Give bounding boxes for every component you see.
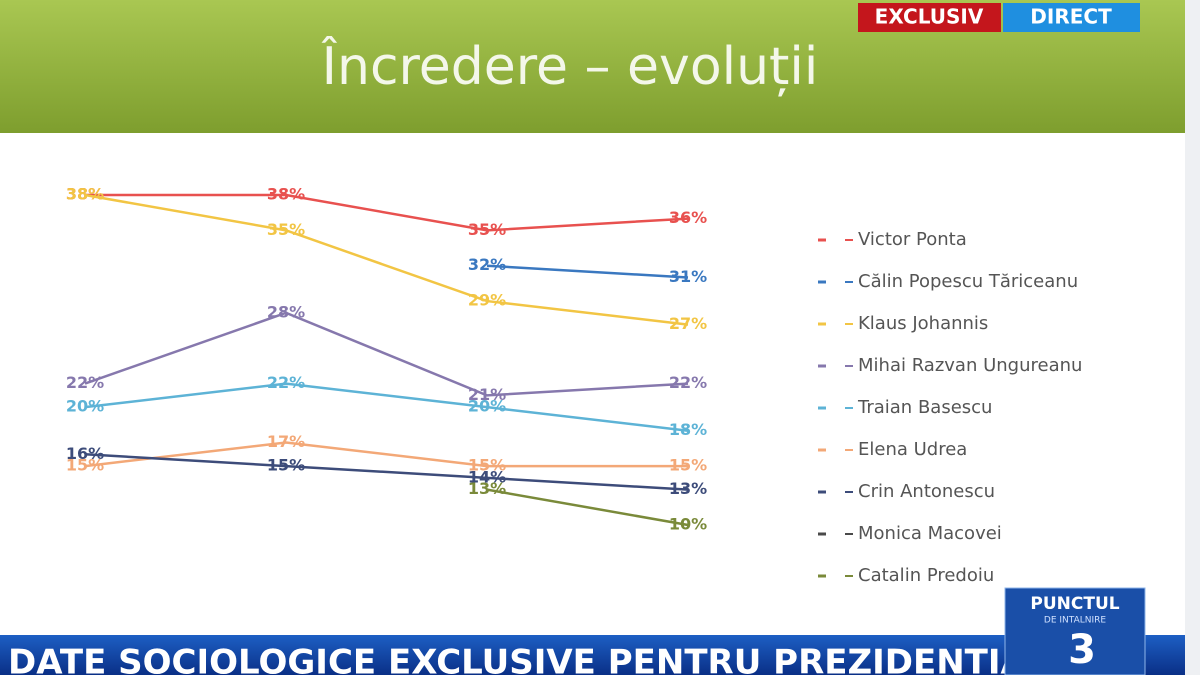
series-line — [84, 382, 689, 432]
series-line — [85, 193, 689, 232]
logo-box — [1004, 587, 1146, 675]
chart-title: Încredere – evoluții — [321, 36, 819, 97]
value-label: 15% — [669, 456, 707, 475]
series-line — [84, 441, 688, 468]
value-label: 29% — [468, 291, 506, 310]
value-label: 27% — [669, 314, 707, 333]
value-label: 38% — [66, 185, 104, 204]
value-label: 14% — [468, 467, 506, 486]
value-label: 13% — [669, 479, 707, 498]
value-label: 20% — [66, 397, 104, 416]
value-label: 15% — [66, 456, 104, 475]
value-label: 16% — [66, 444, 104, 463]
series-line — [486, 488, 689, 527]
legend-label: Elena Udrea — [858, 439, 967, 460]
legend-label: Traian Basescu — [857, 397, 992, 418]
legend-label: Crin Antonescu — [858, 481, 995, 502]
legend-label: Victor Ponta — [858, 229, 967, 250]
logo-line1: PUNCTUL — [1030, 594, 1119, 614]
value-label: 28% — [267, 302, 305, 321]
legend-label: Călin Popescu Tăriceanu — [858, 271, 1078, 292]
ticker-bar — [0, 635, 1185, 675]
value-label: 18% — [669, 420, 707, 439]
series-line — [486, 264, 689, 279]
exclusive-text: EXCLUSIV — [875, 5, 984, 29]
live-text: DIRECT — [1030, 5, 1112, 29]
value-label: 22% — [66, 373, 104, 392]
value-label: 15% — [468, 456, 506, 475]
value-label: 22% — [669, 373, 707, 392]
series-line — [84, 311, 689, 397]
value-label: 20% — [468, 397, 506, 416]
value-label: 31% — [669, 267, 707, 286]
value-label: 35% — [468, 220, 506, 239]
value-label: 17% — [267, 432, 305, 451]
value-label: 22% — [267, 373, 305, 392]
exclusive-badge — [858, 3, 1001, 32]
side-strip — [1185, 0, 1200, 675]
value-label: 21% — [468, 385, 506, 404]
value-label: 35% — [267, 220, 305, 239]
legend-label: Catalin Predoiu — [858, 565, 994, 586]
series-line — [84, 453, 689, 491]
logo-line2: DE INTALNIRE — [1044, 616, 1106, 626]
value-label: 38% — [66, 185, 104, 204]
value-label: 32% — [468, 255, 506, 274]
live-badge — [1003, 3, 1140, 32]
value-label: 10% — [669, 515, 707, 534]
value-label: 38% — [267, 185, 305, 204]
legend-label: Mihai Razvan Ungureanu — [858, 355, 1082, 376]
ticker-text: DATE SOCIOLOGICE EXCLUSIVE PENTRU PREZID… — [8, 643, 1072, 675]
series-line — [84, 193, 689, 326]
value-label: 15% — [267, 456, 305, 475]
plot: 38% 38%35%36%32%31%38%35%29%27%22%28%21%2… — [66, 185, 707, 534]
value-label: 36% — [669, 208, 707, 227]
legend-label: Monica Macovei — [858, 523, 1002, 544]
legend-label: Klaus Johannis — [858, 313, 988, 334]
legend: Victor Ponta Călin Popescu Tăriceanu Klaus… — [818, 229, 1082, 586]
logo-number: 3 — [1068, 627, 1096, 673]
value-label: 13% — [468, 479, 506, 498]
